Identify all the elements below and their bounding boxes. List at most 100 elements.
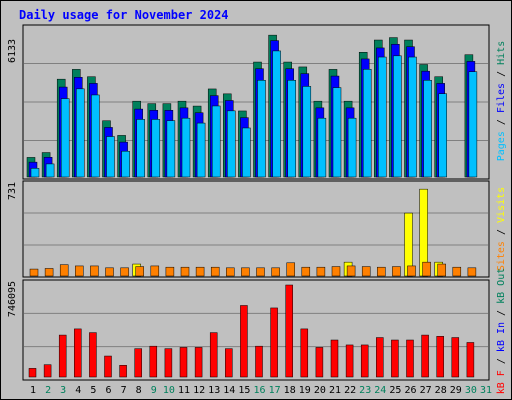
x-tick-label-8: 8 <box>136 385 142 396</box>
bar-pages-day-16 <box>257 80 266 178</box>
bar-kbf-day-16 <box>255 345 263 378</box>
x-tick-label-2: 2 <box>45 385 51 396</box>
bar-kbf-day-21 <box>330 339 339 378</box>
kb-max-label: 746095 <box>7 281 18 317</box>
bar-kbf-day-28 <box>436 336 444 378</box>
bar-pages-day-11 <box>181 117 191 178</box>
x-axis-day-labels: 1 2 3 4 5 6 7 8 9 10 11 12 13 14 15 16 17 18 19 20 21 22 23 24 2… <box>30 385 492 396</box>
bar-kbf-day-2 <box>43 364 52 378</box>
x-tick-label-23: 23 <box>359 385 371 396</box>
hits-max-label: 6133 <box>7 39 18 63</box>
bar-sites-day-1 <box>29 268 39 277</box>
visits-sites-bars <box>29 188 477 277</box>
bar-kbf-day-7 <box>119 365 127 378</box>
bar-sites-day-28 <box>437 263 446 277</box>
bar-sites-day-14 <box>226 267 235 277</box>
bar-kbf-day-4 <box>74 328 82 378</box>
x-tick-label-3: 3 <box>60 385 66 396</box>
x-tick-label-12: 12 <box>193 385 205 396</box>
bar-sites-day-26 <box>407 265 416 277</box>
bar-pages-day-3 <box>60 98 70 178</box>
x-tick-label-5: 5 <box>90 385 96 396</box>
x-tick-label-22: 22 <box>344 385 356 396</box>
x-tick-label-31: 31 <box>480 385 492 396</box>
bar-pages-day-6 <box>106 136 115 178</box>
bar-sites-day-27 <box>422 261 431 277</box>
bar-pages-day-2 <box>45 163 55 178</box>
bar-kbf-day-8 <box>134 348 142 378</box>
bar-pages-day-22 <box>347 117 357 178</box>
svg-text:Pages / Files: Pages / Files / Hits <box>496 41 507 162</box>
legend-slash-4: / <box>496 358 507 364</box>
bar-sites-day-10 <box>165 266 175 277</box>
bar-kbf-day-15 <box>240 305 248 378</box>
bar-pages-day-19 <box>302 86 312 178</box>
hits-files-pages-bars <box>26 34 478 178</box>
bar-kbf-day-13 <box>209 332 218 378</box>
legend-slash-2: / <box>496 71 507 77</box>
bar-sites-day-25 <box>392 266 401 277</box>
x-tick-label-27: 27 <box>420 385 432 396</box>
legend-top: Pages / Files / Hits <box>496 41 507 162</box>
bar-sites-day-24 <box>377 266 386 277</box>
x-tick-label-20: 20 <box>314 385 326 396</box>
bar-kbf-day-14 <box>225 348 233 378</box>
bar-sites-day-15 <box>241 267 250 277</box>
x-tick-label-21: 21 <box>329 385 341 396</box>
bar-kbf-day-23 <box>360 344 369 378</box>
bar-pages-day-1 <box>30 168 40 178</box>
bar-sites-day-7 <box>120 267 129 277</box>
bar-pages-day-25 <box>393 55 402 178</box>
bar-sites-day-20 <box>316 266 326 277</box>
legend-hits: Hits <box>496 41 507 65</box>
bar-sites-day-22 <box>346 265 356 277</box>
bar-kbf-day-11 <box>179 347 188 378</box>
x-tick-label-29: 29 <box>450 385 462 396</box>
bar-sites-day-12 <box>195 266 205 277</box>
visits-panel <box>22 180 490 278</box>
bar-kbf-day-12 <box>194 347 203 378</box>
bar-sites-day-21 <box>331 266 341 277</box>
bar-sites-day-5 <box>90 265 99 277</box>
bar-kbf-day-9 <box>149 345 158 378</box>
bar-kbf-day-10 <box>164 348 173 378</box>
bar-pages-day-8 <box>136 119 145 178</box>
x-tick-label-19: 19 <box>299 385 311 396</box>
bar-sites-day-6 <box>105 267 114 277</box>
bar-kbf-day-29 <box>451 337 460 378</box>
x-tick-label-30: 30 <box>465 385 477 396</box>
bar-sites-day-3 <box>59 264 69 277</box>
bar-sites-day-29 <box>452 266 462 277</box>
bar-sites-day-13 <box>210 266 220 277</box>
bar-pages-day-30 <box>468 71 478 178</box>
x-tick-label-14: 14 <box>223 385 235 396</box>
legend-slash-1: / <box>496 119 507 125</box>
x-tick-label-25: 25 <box>389 385 401 396</box>
x-tick-label-10: 10 <box>163 385 175 396</box>
bar-pages-day-13 <box>211 105 221 178</box>
legend-kbf: kB F <box>496 370 507 394</box>
x-tick-label-26: 26 <box>404 385 416 396</box>
bar-pages-day-23 <box>362 69 372 178</box>
svg-text:Sites / Visits: Sites / Visits <box>496 187 507 271</box>
legend-slash-5: / <box>496 310 507 316</box>
bar-pages-day-17 <box>272 50 281 178</box>
bar-sites-day-16 <box>256 267 265 277</box>
x-tick-label-28: 28 <box>435 385 447 396</box>
bar-kbf-day-6 <box>104 355 112 378</box>
x-tick-label-18: 18 <box>284 385 296 396</box>
bar-pages-day-7 <box>121 150 130 178</box>
legend-slash-3: / <box>496 229 507 235</box>
bar-kbf-day-5 <box>89 332 97 378</box>
bar-pages-day-12 <box>196 122 206 178</box>
bar-kbf-day-3 <box>58 334 67 378</box>
bar-pages-day-15 <box>242 127 251 178</box>
bar-sites-day-17 <box>271 267 280 277</box>
legend-files: Files <box>496 83 507 113</box>
x-tick-label-9: 9 <box>151 385 157 396</box>
bar-pages-day-14 <box>227 110 236 178</box>
bar-sites-day-30 <box>467 267 477 277</box>
legend-kbout: kB Out <box>496 268 507 304</box>
bar-pages-day-21 <box>332 87 342 178</box>
